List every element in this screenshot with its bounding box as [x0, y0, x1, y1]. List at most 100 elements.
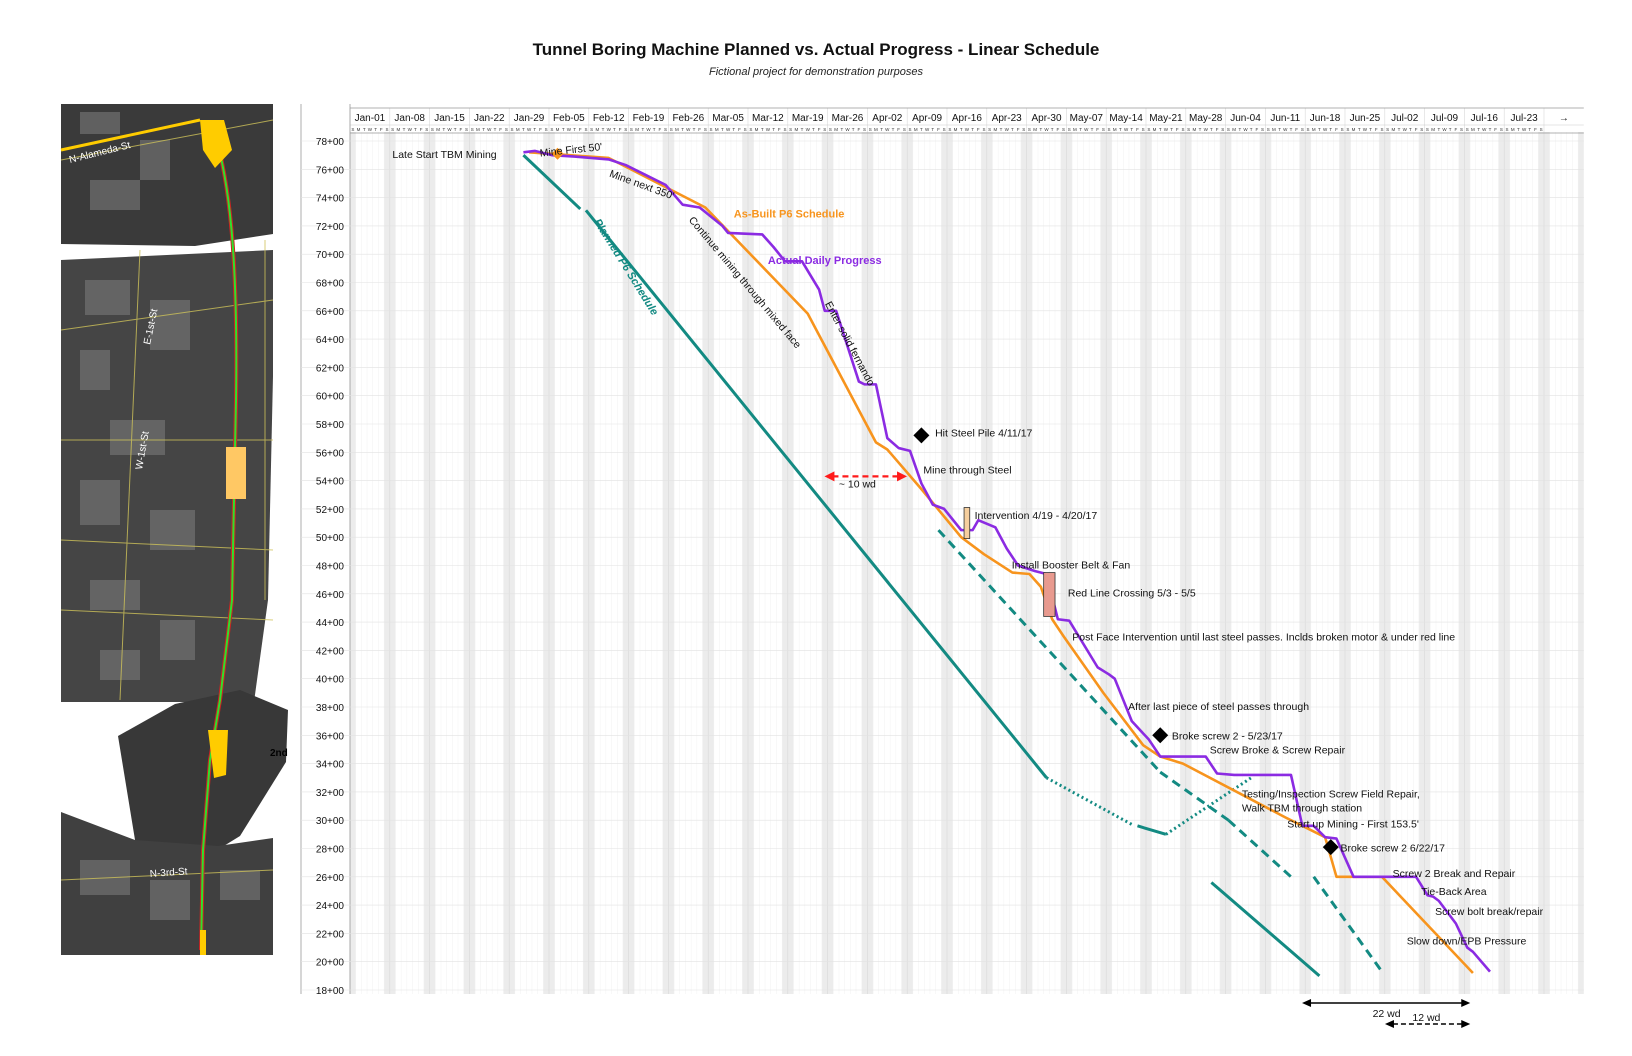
x-day-letter: T — [721, 127, 724, 132]
weekend-shade — [702, 132, 709, 994]
x-day-letter: M — [1511, 127, 1515, 132]
x-day-letter: W — [368, 127, 373, 132]
x-day-letter: T — [1000, 127, 1003, 132]
x-day-letter: F — [778, 127, 781, 132]
x-day-letter: S — [789, 127, 792, 132]
x-day-letter: T — [801, 127, 804, 132]
x-day-letter: M — [1113, 127, 1117, 132]
x-week-label: → — [1559, 113, 1569, 124]
annotation-label: 12 wd — [1412, 1012, 1440, 1024]
x-day-letter: S — [545, 127, 548, 132]
y-tick-label: 76+00 — [316, 165, 345, 176]
x-day-letter: W — [1522, 127, 1527, 132]
x-week-label: Mar-05 — [712, 113, 744, 124]
as-built-series-line — [529, 151, 1474, 974]
x-day-letter: T — [1039, 127, 1042, 132]
weekend-shade — [1464, 132, 1471, 994]
annotation-label: Broke screw 2 6/22/17 — [1340, 842, 1445, 854]
planned-series-line — [1312, 875, 1384, 973]
x-day-letter: S — [903, 127, 906, 132]
x-day-letter: T — [562, 127, 565, 132]
x-day-letter: T — [494, 127, 497, 132]
x-day-letter: F — [1056, 127, 1059, 132]
x-day-letter: T — [403, 127, 406, 132]
x-day-letter: S — [505, 127, 508, 132]
weekend-shade — [469, 132, 476, 994]
y-tick-label: 72+00 — [316, 222, 345, 233]
x-day-letter: M — [675, 127, 679, 132]
x-day-letter: W — [1243, 127, 1248, 132]
x-day-letter: T — [931, 127, 934, 132]
x-week-label: Mar-12 — [752, 113, 784, 124]
x-day-letter: M — [1312, 127, 1316, 132]
weekend-shade — [503, 132, 510, 994]
duration-arrowhead — [1461, 1020, 1471, 1028]
annotation-label: Screw Broke & Screw Repair — [1210, 745, 1346, 757]
planned-series-line — [1045, 776, 1133, 826]
x-day-letter: M — [357, 127, 361, 132]
y-tick-label: 36+00 — [316, 731, 345, 742]
x-day-letter: S — [1022, 127, 1025, 132]
x-day-letter: M — [755, 127, 759, 132]
x-week-label: Jan-22 — [474, 113, 505, 124]
x-day-letter: S — [943, 127, 946, 132]
y-tick-label: 60+00 — [316, 392, 345, 403]
x-day-letter: T — [602, 127, 605, 132]
x-day-letter: T — [1159, 127, 1162, 132]
weekend-shade — [1578, 132, 1584, 994]
annotation-label: Hit Steel Pile 4/11/17 — [935, 428, 1032, 440]
x-day-letter: W — [806, 127, 811, 132]
x-day-letter: S — [1506, 127, 1509, 132]
weekend-shade — [423, 132, 430, 994]
x-day-letter: F — [1136, 127, 1139, 132]
x-day-letter: F — [1454, 127, 1457, 132]
x-day-letter: W — [1403, 127, 1408, 132]
delay-arrowhead — [824, 471, 835, 482]
x-day-letter: T — [454, 127, 457, 132]
y-tick-label: 56+00 — [316, 448, 345, 459]
x-day-letter: T — [1079, 127, 1082, 132]
weekend-shade — [1060, 132, 1067, 994]
x-day-letter: W — [487, 127, 492, 132]
x-day-letter: W — [447, 127, 452, 132]
x-day-letter: T — [1278, 127, 1281, 132]
x-day-letter: S — [1267, 127, 1270, 132]
x-day-letter: T — [732, 127, 735, 132]
duration-arrowhead — [1461, 999, 1471, 1007]
red-line-crossing-bar — [1043, 572, 1056, 617]
aerial-map-image: N-Alameda-St E-1st-St W-1st-St N-3rd-St … — [60, 104, 288, 955]
weekend-shade — [981, 132, 987, 994]
weekend-shade — [668, 132, 675, 994]
x-day-letter: T — [812, 127, 815, 132]
x-day-letter: W — [1204, 127, 1209, 132]
x-day-letter: F — [937, 127, 940, 132]
x-day-letter: M — [1073, 127, 1077, 132]
x-day-letter: S — [664, 127, 667, 132]
weekend-shade — [1339, 132, 1345, 994]
x-day-letter: T — [1517, 127, 1520, 132]
x-day-letter: F — [818, 127, 821, 132]
x-day-letter: S — [1460, 127, 1463, 132]
weekend-shade — [1140, 132, 1146, 994]
x-day-letter: T — [1369, 127, 1372, 132]
weekend-shade — [1146, 132, 1152, 994]
weekend-shade — [1379, 132, 1385, 994]
x-day-letter: W — [1044, 127, 1049, 132]
x-day-letter: M — [1192, 127, 1196, 132]
x-day-letter: T — [1250, 127, 1253, 132]
x-week-label: Jun-04 — [1230, 113, 1261, 124]
x-day-letter: T — [1318, 127, 1321, 132]
weekend-shade — [463, 132, 470, 994]
x-day-letter: T — [1449, 127, 1452, 132]
y-tick-label: 42+00 — [316, 646, 345, 657]
y-tick-label: 62+00 — [316, 363, 345, 374]
y-tick-label: 46+00 — [316, 590, 345, 601]
duration-arrowhead — [1384, 1020, 1394, 1028]
x-day-letter: M — [874, 127, 878, 132]
x-day-letter: S — [1187, 127, 1190, 132]
delay-arrowhead — [897, 471, 908, 482]
x-day-letter: S — [710, 127, 713, 132]
x-day-letter: T — [414, 127, 417, 132]
x-day-letter: T — [1528, 127, 1531, 132]
annotation-label: ~ 10 wd — [839, 479, 876, 491]
